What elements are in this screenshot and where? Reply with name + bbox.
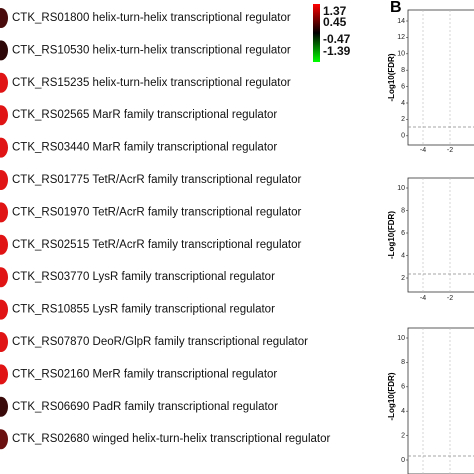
heat-cell <box>0 202 8 223</box>
plot-frame <box>407 9 474 146</box>
x-tick-label: -2 <box>447 147 453 154</box>
y-tick-label: 2 <box>401 432 405 439</box>
gene-label: CTK_RS07870 DeoR/GlpR family transcripti… <box>12 336 308 348</box>
y-tick-label: 6 <box>401 230 405 237</box>
gene-label: CTK_RS02160 MerR family transcriptional … <box>12 368 277 380</box>
y-tick-label: 6 <box>401 384 405 391</box>
heat-cell <box>0 137 8 158</box>
y-tick-label: 4 <box>401 252 405 259</box>
heat-cell <box>0 40 8 61</box>
gene-label: CTK_RS02515 TetR/AcrR family transcripti… <box>12 239 301 251</box>
panel-label: B <box>390 0 402 16</box>
x-tick-label: -4 <box>420 295 426 302</box>
y-tick-label: 4 <box>401 100 405 107</box>
gene-label: CTK_RS06690 PadR family transcriptional … <box>12 401 278 413</box>
heat-cell <box>0 396 8 417</box>
color-scale-bar <box>313 4 320 62</box>
y-tick-label: 14 <box>397 18 405 25</box>
y-tick-label: 8 <box>401 207 405 214</box>
gene-label: CTK_RS10530 helix-turn-helix transcripti… <box>12 44 291 56</box>
y-tick-label: 6 <box>401 83 405 90</box>
scale-label: 1.37 <box>323 4 347 18</box>
y-axis-label: -Log10(FDR) <box>387 372 396 420</box>
heat-cell <box>0 429 8 450</box>
y-tick-label: 8 <box>401 67 405 74</box>
scale-label: -1.39 <box>323 44 351 58</box>
y-tick-label: 0 <box>401 133 405 140</box>
gene-label: CTK_RS01775 TetR/AcrR family transcripti… <box>12 174 301 186</box>
y-tick-label: 10 <box>397 335 405 342</box>
y-tick-label: 8 <box>401 359 405 366</box>
gene-label: CTK_RS03770 LysR family transcriptional … <box>12 271 275 283</box>
x-tick-label: -4 <box>420 147 426 154</box>
scale-label: 0.45 <box>323 15 347 29</box>
y-tick-label: 10 <box>397 51 405 58</box>
gene-label: CTK_RS02680 winged helix-turn-helix tran… <box>12 433 330 445</box>
heat-cell <box>0 105 8 126</box>
heat-cell <box>0 8 8 28</box>
gene-label: CTK_RS01970 TetR/AcrR family transcripti… <box>12 206 301 218</box>
gene-label: CTK_RS10855 LysR family transcriptional … <box>12 304 275 316</box>
heat-cell <box>0 299 8 320</box>
gene-label: CTK_RS15235 helix-turn-helix transcripti… <box>12 77 291 89</box>
heat-cell <box>0 234 8 255</box>
heat-cell <box>0 332 8 352</box>
heat-cell <box>0 72 8 93</box>
heat-cell <box>0 267 8 288</box>
plot-frame <box>407 327 474 474</box>
x-tick-label: -2 <box>447 295 453 302</box>
y-tick-label: 0 <box>401 457 405 464</box>
gene-label: CTK_RS02565 MarR family transcriptional … <box>12 109 277 121</box>
y-tick-label: 10 <box>397 185 405 192</box>
heat-cell <box>0 170 8 190</box>
y-axis-label: -Log10(FDR) <box>387 53 396 101</box>
y-tick-label: 2 <box>401 275 405 282</box>
gene-label: CTK_RS01800 helix-turn-helix transcripti… <box>12 12 291 24</box>
y-tick-label: 4 <box>401 408 405 415</box>
y-tick-label: 12 <box>397 34 405 41</box>
plot-frame <box>407 177 474 293</box>
y-tick-label: 2 <box>401 116 405 123</box>
heat-cell <box>0 364 8 385</box>
scale-label: -0.47 <box>323 32 351 46</box>
y-axis-label: -Log10(FDR) <box>387 211 396 259</box>
gene-label: CTK_RS03440 MarR family transcriptional … <box>12 142 277 154</box>
